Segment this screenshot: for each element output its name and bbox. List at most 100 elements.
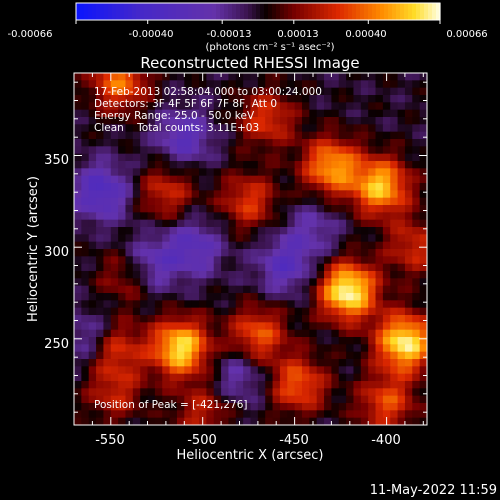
heatmap-cell [147,344,156,353]
heatmap-cell [309,263,318,272]
heatmap-cell [74,403,82,411]
colorbar-cell [172,3,177,20]
heatmap-cell [191,212,200,221]
heatmap-cell [404,168,413,177]
heatmap-cell [191,168,200,177]
heatmap-cell [265,263,274,272]
heatmap-cell [324,241,332,250]
heatmap-cell [375,278,384,287]
heatmap-cell [368,117,377,125]
heatmap-cell [169,307,178,316]
heatmap-cell [272,410,281,419]
heatmap-cell [309,102,318,111]
heatmap-cell [265,417,274,426]
heatmap-cell [346,263,354,272]
heatmap-cell [316,322,325,331]
heatmap-cell [301,146,310,155]
heatmap-cell [368,359,377,367]
heatmap-cell [265,285,274,294]
heatmap-cell [118,80,126,89]
heatmap-cell [316,285,325,294]
heatmap-cell [279,256,288,265]
heatmap-cell [301,263,310,272]
heatmap-cell [74,227,82,235]
heatmap-cell [206,271,215,279]
heatmap-cell [162,197,171,206]
heatmap-cell [191,175,200,184]
heatmap-cell [346,212,354,221]
heatmap-cell [368,381,377,389]
heatmap-cell [110,403,119,411]
heatmap-cell [331,109,340,118]
heatmap-cell [235,307,244,316]
heatmap-cell [257,322,266,331]
heatmap-cell [279,146,288,155]
heatmap-cell [331,366,340,375]
heatmap-cell [110,395,119,404]
heatmap-cell [74,146,82,155]
heatmap-cell [265,271,274,279]
heatmap-cell [324,153,332,162]
heatmap-cell [360,410,369,419]
heatmap-cell [279,117,288,125]
heatmap-cell [81,381,90,389]
heatmap-cell [243,109,251,118]
heatmap-cell [147,322,156,331]
heatmap-cell [382,234,391,243]
heatmap-cell [324,366,332,375]
heatmap-cell [184,410,193,419]
heatmap-cell [118,175,126,184]
heatmap-cell [81,263,90,272]
heatmap-cell [221,271,229,279]
heatmap-cell [228,388,237,397]
heatmap-cell [294,168,303,177]
heatmap-cell [368,293,377,301]
heatmap-cell [412,241,421,250]
heatmap-cell [412,212,421,221]
heatmap-cell [368,175,377,184]
heatmap-cell [228,73,237,81]
heatmap-cell [110,139,119,147]
heatmap-cell [206,388,215,397]
heatmap-cell [265,388,274,397]
heatmap-cell [265,249,274,257]
heatmap-cell [154,256,163,265]
heatmap-cell [235,117,244,125]
heatmap-cell [309,337,318,345]
heatmap-cell [199,197,207,206]
heatmap-cell [191,359,200,367]
heatmap-cell [294,109,303,118]
heatmap-cell [213,87,222,96]
heatmap-cell [287,278,296,287]
heatmap-cell [338,293,347,301]
heatmap-cell [331,102,340,111]
heatmap-cell [287,307,296,316]
heatmap-cell [243,205,251,213]
heatmap-cell [235,87,244,96]
heatmap-cell [375,249,384,257]
heatmap-cell [110,315,119,323]
heatmap-cell [279,315,288,323]
heatmap-cell [412,227,421,235]
colorbar-cell [288,3,293,20]
heatmap-cell [331,139,340,147]
heatmap-cell [397,190,406,199]
heatmap-cell [147,109,156,118]
heatmap-cell [279,95,288,103]
heatmap-cell [338,329,347,338]
heatmap-cell [301,322,310,331]
heatmap-cell [140,241,149,250]
heatmap-cell [397,219,406,228]
heatmap-cell [118,183,126,191]
heatmap-cell [221,109,229,118]
heatmap-cell [382,175,391,184]
heatmap-cell [309,227,318,235]
heatmap-cell [375,293,384,301]
heatmap-cell [81,153,90,162]
heatmap-cell [103,153,112,162]
heatmap-cell [375,395,384,404]
heatmap-cell [316,146,325,155]
heatmap-cell [88,373,97,382]
heatmap-cell [140,263,149,272]
heatmap-cell [375,102,384,111]
